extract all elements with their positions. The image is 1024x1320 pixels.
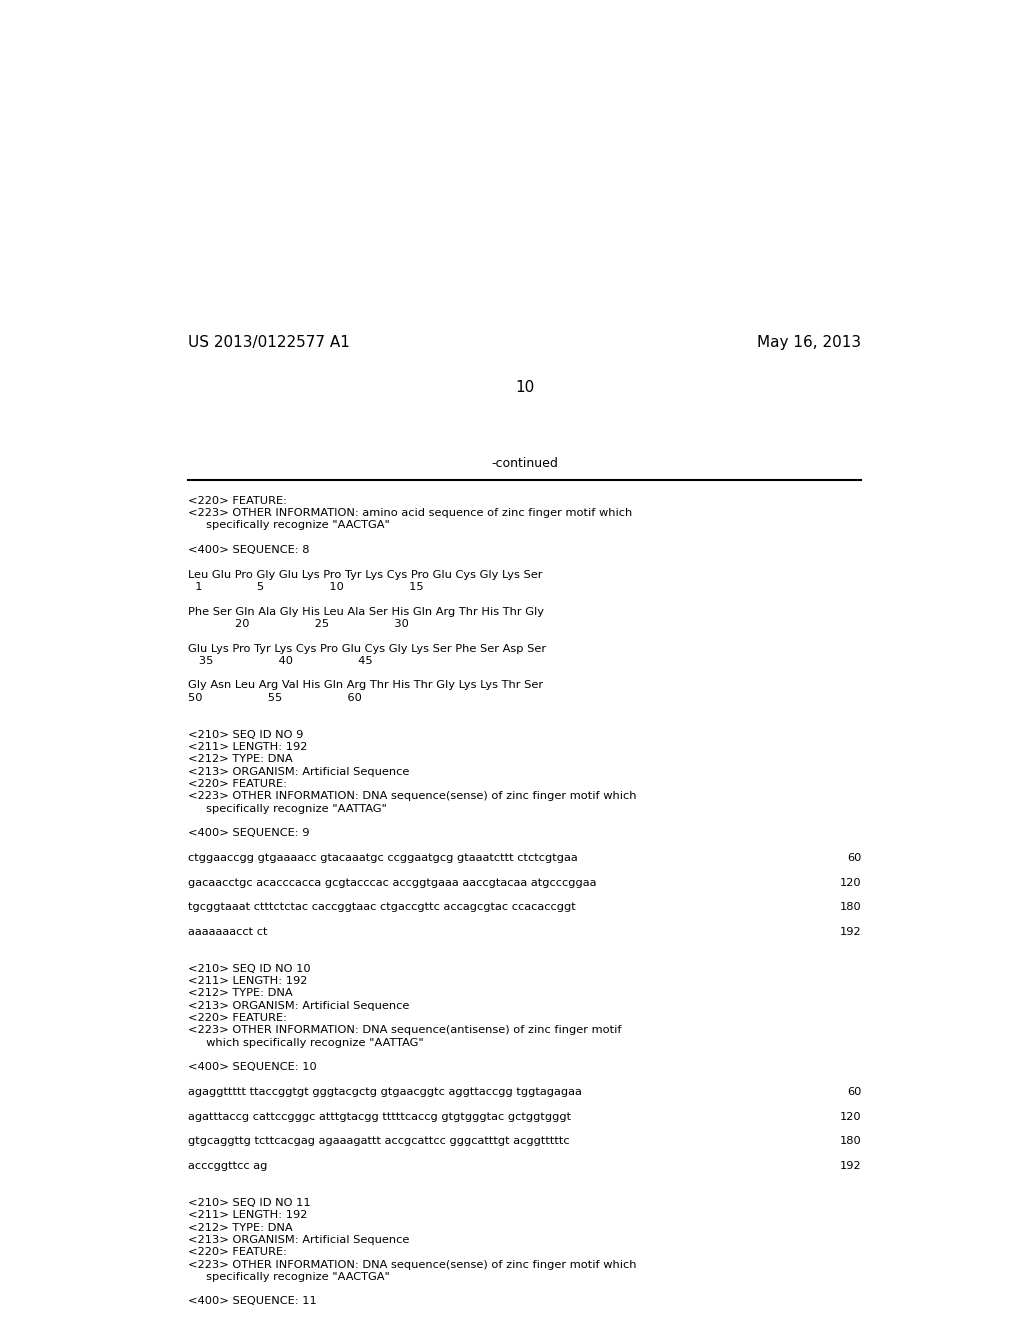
Text: 60: 60 [847, 853, 861, 863]
Text: gtgcaggttg tcttcacgag agaaagattt accgcattcc gggcatttgt acggtttttc: gtgcaggttg tcttcacgag agaaagattt accgcat… [188, 1137, 570, 1146]
Text: <400> SEQUENCE: 11: <400> SEQUENCE: 11 [188, 1296, 317, 1307]
Text: 10: 10 [515, 380, 535, 395]
Text: 180: 180 [840, 903, 861, 912]
Text: 20                  25                  30: 20 25 30 [188, 619, 410, 628]
Text: which specifically recognize "AATTAG": which specifically recognize "AATTAG" [188, 1038, 424, 1048]
Text: agatttaccg cattccgggc atttgtacgg tttttcaccg gtgtgggtac gctggtgggt: agatttaccg cattccgggc atttgtacgg tttttca… [188, 1111, 571, 1122]
Text: <223> OTHER INFORMATION: DNA sequence(antisense) of zinc finger motif: <223> OTHER INFORMATION: DNA sequence(an… [188, 1026, 622, 1035]
Text: <400> SEQUENCE: 9: <400> SEQUENCE: 9 [188, 829, 310, 838]
Text: May 16, 2013: May 16, 2013 [757, 335, 861, 351]
Text: <211> LENGTH: 192: <211> LENGTH: 192 [188, 742, 308, 752]
Text: specifically recognize "AACTGA": specifically recognize "AACTGA" [188, 1271, 390, 1282]
Text: 120: 120 [840, 1111, 861, 1122]
Text: 192: 192 [840, 927, 861, 937]
Text: <223> OTHER INFORMATION: amino acid sequence of zinc finger motif which: <223> OTHER INFORMATION: amino acid sequ… [188, 508, 633, 517]
Text: Leu Glu Pro Gly Glu Lys Pro Tyr Lys Cys Pro Glu Cys Gly Lys Ser: Leu Glu Pro Gly Glu Lys Pro Tyr Lys Cys … [188, 570, 543, 579]
Text: <210> SEQ ID NO 9: <210> SEQ ID NO 9 [188, 730, 304, 739]
Text: 1               5                  10                  15: 1 5 10 15 [188, 582, 424, 591]
Text: Phe Ser Gln Ala Gly His Leu Ala Ser His Gln Arg Thr His Thr Gly: Phe Ser Gln Ala Gly His Leu Ala Ser His … [188, 607, 545, 616]
Text: <220> FEATURE:: <220> FEATURE: [188, 779, 288, 789]
Text: 60: 60 [847, 1088, 861, 1097]
Text: agaggttttt ttaccggtgt gggtacgctg gtgaacggtc aggttaccgg tggtagagaa: agaggttttt ttaccggtgt gggtacgctg gtgaacg… [188, 1088, 583, 1097]
Text: <220> FEATURE:: <220> FEATURE: [188, 1014, 288, 1023]
Text: <210> SEQ ID NO 10: <210> SEQ ID NO 10 [188, 964, 311, 974]
Text: acccggttcc ag: acccggttcc ag [188, 1162, 268, 1171]
Text: 120: 120 [840, 878, 861, 887]
Text: <400> SEQUENCE: 8: <400> SEQUENCE: 8 [188, 545, 310, 554]
Text: 35                  40                  45: 35 40 45 [188, 656, 373, 665]
Text: <212> TYPE: DNA: <212> TYPE: DNA [188, 989, 293, 998]
Text: 180: 180 [840, 1137, 861, 1146]
Text: <400> SEQUENCE: 10: <400> SEQUENCE: 10 [188, 1063, 317, 1072]
Text: US 2013/0122577 A1: US 2013/0122577 A1 [188, 335, 350, 351]
Text: <223> OTHER INFORMATION: DNA sequence(sense) of zinc finger motif which: <223> OTHER INFORMATION: DNA sequence(se… [188, 792, 637, 801]
Text: gacaacctgc acacccacca gcgtacccac accggtgaaa aaccgtacaa atgcccggaa: gacaacctgc acacccacca gcgtacccac accggtg… [188, 878, 597, 887]
Text: Glu Lys Pro Tyr Lys Cys Pro Glu Cys Gly Lys Ser Phe Ser Asp Ser: Glu Lys Pro Tyr Lys Cys Pro Glu Cys Gly … [188, 644, 547, 653]
Text: 50                  55                  60: 50 55 60 [188, 693, 362, 702]
Text: specifically recognize "AATTAG": specifically recognize "AATTAG" [188, 804, 387, 813]
Text: <213> ORGANISM: Artificial Sequence: <213> ORGANISM: Artificial Sequence [188, 1234, 410, 1245]
Text: <220> FEATURE:: <220> FEATURE: [188, 496, 288, 506]
Text: <210> SEQ ID NO 11: <210> SEQ ID NO 11 [188, 1197, 311, 1208]
Text: Gly Asn Leu Arg Val His Gln Arg Thr His Thr Gly Lys Lys Thr Ser: Gly Asn Leu Arg Val His Gln Arg Thr His … [188, 681, 544, 690]
Text: <212> TYPE: DNA: <212> TYPE: DNA [188, 1222, 293, 1233]
Text: 192: 192 [840, 1162, 861, 1171]
Text: <211> LENGTH: 192: <211> LENGTH: 192 [188, 977, 308, 986]
Text: <220> FEATURE:: <220> FEATURE: [188, 1247, 288, 1257]
Text: ctggaaccgg gtgaaaacc gtacaaatgc ccggaatgcg gtaaatcttt ctctcgtgaa: ctggaaccgg gtgaaaacc gtacaaatgc ccggaatg… [188, 853, 579, 863]
Text: <212> TYPE: DNA: <212> TYPE: DNA [188, 755, 293, 764]
Text: <213> ORGANISM: Artificial Sequence: <213> ORGANISM: Artificial Sequence [188, 767, 410, 776]
Text: specifically recognize "AACTGA": specifically recognize "AACTGA" [188, 520, 390, 531]
Text: -continued: -continued [492, 457, 558, 470]
Text: <213> ORGANISM: Artificial Sequence: <213> ORGANISM: Artificial Sequence [188, 1001, 410, 1011]
Text: <223> OTHER INFORMATION: DNA sequence(sense) of zinc finger motif which: <223> OTHER INFORMATION: DNA sequence(se… [188, 1259, 637, 1270]
Text: tgcggtaaat ctttctctac caccggtaac ctgaccgttc accagcgtac ccacaccggt: tgcggtaaat ctttctctac caccggtaac ctgaccg… [188, 903, 577, 912]
Text: <211> LENGTH: 192: <211> LENGTH: 192 [188, 1210, 308, 1220]
Text: aaaaaaacct ct: aaaaaaacct ct [188, 927, 268, 937]
